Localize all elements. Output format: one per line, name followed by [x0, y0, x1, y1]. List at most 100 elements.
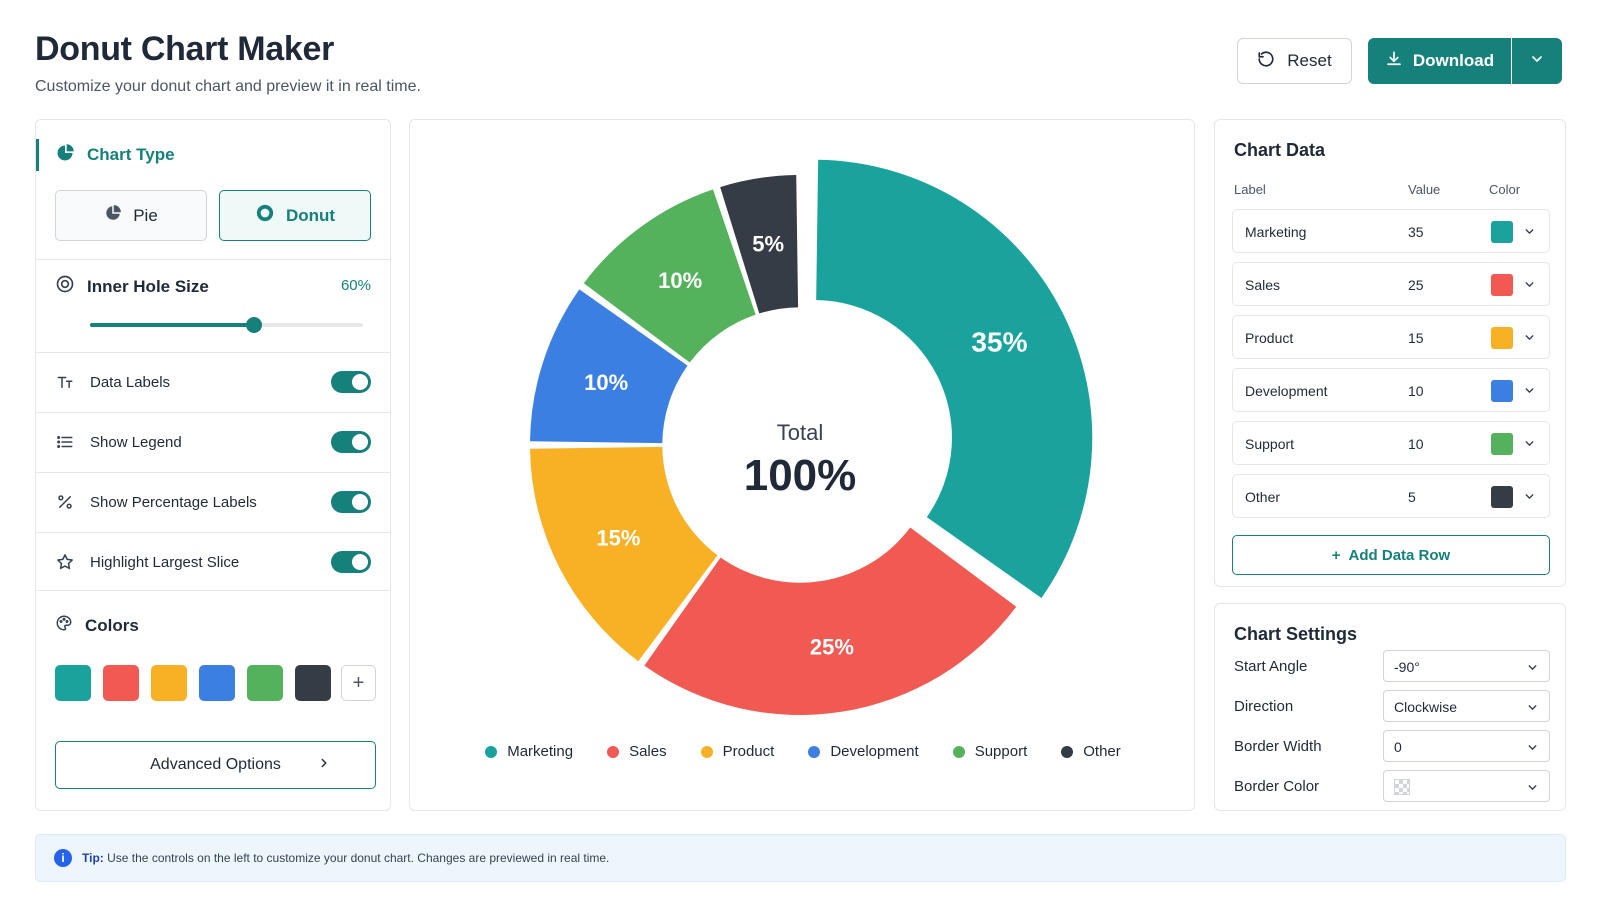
data-row-color-swatch[interactable] [1491, 486, 1513, 508]
chevron-down-icon[interactable] [1523, 225, 1536, 243]
data-row-color-swatch[interactable] [1491, 380, 1513, 402]
toggle-row: Show Legend [36, 412, 390, 472]
chevron-down-icon [1526, 701, 1539, 717]
color-swatch[interactable] [295, 665, 331, 701]
reset-button[interactable]: Reset [1237, 38, 1352, 84]
chart-settings-title: Chart Settings [1234, 624, 1358, 644]
slice-data-label: 15% [596, 526, 640, 551]
data-row-color-swatch[interactable] [1491, 221, 1513, 243]
reset-icon [1257, 50, 1275, 73]
setting-select[interactable]: -90° [1383, 650, 1550, 682]
legend-item[interactable]: Marketing [485, 743, 573, 760]
chevron-down-icon[interactable] [1523, 278, 1536, 296]
data-row-value[interactable]: 35 [1408, 224, 1424, 240]
toggle-row: Data Labels [36, 352, 390, 412]
data-row-label[interactable]: Support [1245, 436, 1295, 452]
list-icon [55, 432, 75, 452]
color-swatch[interactable] [247, 665, 283, 701]
data-row-label[interactable]: Marketing [1245, 224, 1307, 240]
donut-slice-other[interactable] [720, 175, 799, 314]
setting-value: Clockwise [1394, 699, 1458, 715]
inner-hole-heading: Inner Hole Size [55, 274, 209, 299]
chevron-down-icon[interactable] [1523, 384, 1536, 402]
setting-select[interactable] [1383, 770, 1550, 802]
divider [36, 412, 390, 413]
toggle-switch[interactable] [331, 491, 371, 513]
data-row-label[interactable]: Development [1245, 383, 1328, 399]
legend-item[interactable]: Support [952, 743, 1027, 760]
divider [36, 472, 390, 473]
legend-item[interactable]: Sales [607, 743, 667, 760]
tip-message: Use the controls on the left to customiz… [107, 851, 610, 865]
legend-item[interactable]: Product [700, 743, 775, 760]
chevron-down-icon[interactable] [1523, 331, 1536, 349]
chart-type-pie-button[interactable]: Pie [55, 190, 207, 241]
advanced-options-button[interactable]: Advanced Options [55, 741, 376, 789]
color-swatch[interactable] [103, 665, 139, 701]
chevron-down-icon[interactable] [1523, 490, 1536, 508]
add-data-row-label: Add Data Row [1348, 546, 1451, 564]
legend-label: Development [830, 743, 919, 760]
add-data-row-button[interactable]: + Add Data Row [1232, 535, 1550, 575]
plus-icon: + [1331, 546, 1341, 564]
legend-item[interactable]: Other [1061, 743, 1121, 760]
data-row-value[interactable]: 25 [1408, 277, 1424, 293]
data-row[interactable]: Support 10 [1232, 421, 1550, 465]
chart-type-donut-button[interactable]: Donut [219, 190, 371, 241]
legend-label: Sales [629, 743, 667, 760]
toggle-switch[interactable] [331, 431, 371, 453]
setting-select[interactable]: Clockwise [1383, 690, 1550, 722]
download-options-button[interactable] [1512, 38, 1562, 84]
data-row-color-swatch[interactable] [1491, 433, 1513, 455]
donut-slice-development[interactable] [530, 289, 688, 444]
donut-slice-marketing[interactable] [816, 159, 1093, 598]
chart-type-heading: Chart Type [36, 139, 175, 171]
legend-label: Product [722, 743, 775, 760]
data-row-value[interactable]: 10 [1408, 383, 1424, 399]
slice-data-label: 10% [584, 370, 628, 395]
toggle-switch[interactable] [331, 551, 371, 573]
legend-dot [607, 745, 620, 758]
chevron-down-icon [1526, 741, 1539, 757]
data-row[interactable]: Marketing 35 [1232, 209, 1550, 253]
data-row[interactable]: Sales 25 [1232, 262, 1550, 306]
chevron-down-icon[interactable] [1523, 437, 1536, 455]
legend-item[interactable]: Development [808, 743, 919, 760]
data-row[interactable]: Other 5 [1232, 474, 1550, 518]
data-row-value[interactable]: 10 [1408, 436, 1424, 452]
data-row-label[interactable]: Product [1245, 330, 1294, 346]
donut-slice-support[interactable] [583, 189, 756, 363]
slider-thumb[interactable] [245, 317, 262, 333]
data-row-color-swatch[interactable] [1491, 274, 1513, 296]
colors-label: Colors [85, 615, 139, 635]
inner-hole-slider[interactable] [90, 317, 363, 333]
data-row-value[interactable]: 5 [1408, 489, 1416, 505]
data-row-label[interactable]: Other [1245, 489, 1281, 505]
data-row-value[interactable]: 15 [1408, 330, 1424, 346]
data-row-label[interactable]: Sales [1245, 277, 1281, 293]
download-button[interactable]: Download [1368, 38, 1511, 84]
data-row[interactable]: Development 10 [1232, 368, 1550, 412]
slice-data-label: 25% [810, 634, 854, 659]
data-row-color-swatch[interactable] [1491, 327, 1513, 349]
tip-text: Tip: Use the controls on the left to cus… [82, 851, 609, 865]
percent-icon [55, 492, 75, 512]
column-header-label: Label [1234, 182, 1266, 197]
setting-select[interactable]: 0 [1383, 730, 1550, 762]
data-row[interactable]: Product 15 [1232, 315, 1550, 359]
toggle-row: Show Percentage Labels [36, 472, 390, 532]
color-swatch[interactable] [151, 665, 187, 701]
toggle-label: Show Percentage Labels [90, 493, 257, 511]
donut-slice-product[interactable] [530, 446, 718, 662]
color-swatch[interactable] [55, 665, 91, 701]
download-icon [1385, 50, 1403, 73]
add-color-button[interactable]: + [341, 665, 376, 701]
color-swatch[interactable] [199, 665, 235, 701]
toggle-switch[interactable] [331, 371, 371, 393]
legend-label: Marketing [507, 743, 574, 760]
donut-label: Donut [285, 205, 336, 225]
inner-hole-label: Inner Hole Size [87, 276, 209, 296]
donut-slice-sales[interactable] [644, 527, 1017, 715]
legend-dot [700, 745, 713, 758]
